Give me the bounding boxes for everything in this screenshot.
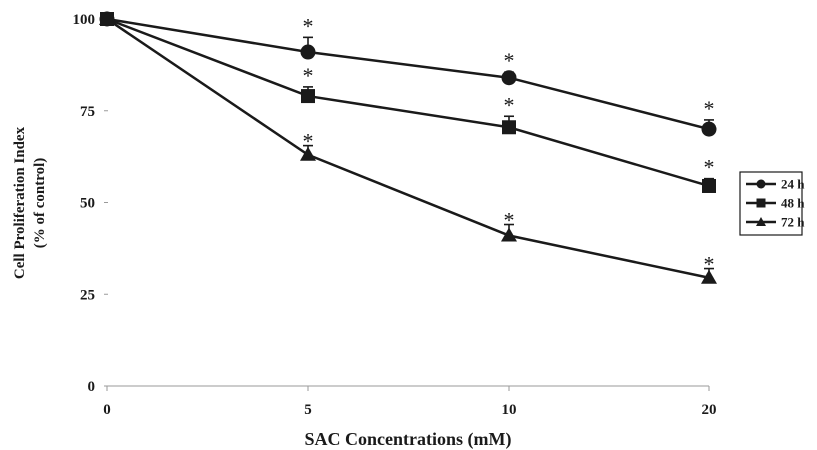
significance-star: * (704, 252, 715, 277)
significance-star: * (303, 13, 314, 38)
significance-star: * (704, 155, 715, 180)
y-axis-title: Cell Proliferation Index (12, 126, 28, 279)
legend-label: 72 h (781, 215, 805, 230)
series-layer: * * * * * * * * * (99, 11, 717, 284)
data-point (300, 44, 316, 60)
legend-item: 72 h (746, 215, 805, 230)
y-tick-label: 0 (88, 379, 96, 395)
x-tick-label: 0 (103, 402, 111, 418)
series-48h: * * * (100, 12, 716, 193)
legend-marker (756, 198, 766, 208)
y-tick-label: 25 (80, 287, 95, 303)
y-tick-label: 75 (80, 104, 95, 120)
legend: 24 h 48 h 72 h (739, 171, 805, 236)
legend-marker (756, 179, 766, 189)
significance-star: * (504, 208, 515, 233)
legend-item: 48 h (746, 196, 805, 211)
x-axis-title: SAC Concentrations (mM) (305, 429, 512, 450)
series-72h: * * * (99, 11, 717, 284)
legend-item: 24 h (746, 177, 805, 192)
x-tick-label: 5 (304, 402, 312, 418)
significance-star: * (303, 129, 314, 154)
series-24h: * * * (99, 11, 717, 137)
data-point (99, 11, 115, 25)
data-point (501, 227, 517, 242)
y-tick-label: 50 (80, 196, 95, 212)
data-point (502, 120, 516, 135)
significance-star: * (303, 63, 314, 88)
significance-star: * (504, 92, 515, 117)
y-axis-subtitle: (% of control) (32, 158, 48, 249)
data-point (301, 89, 315, 104)
data-point (501, 70, 517, 86)
series-line (106, 17, 710, 188)
data-point (702, 178, 716, 193)
data-point (300, 146, 316, 161)
y-axis-title-group: Cell Proliferation Index (% of control) (12, 126, 48, 279)
data-point (701, 121, 717, 137)
series-line (106, 17, 710, 279)
x-tick-label: 20 (702, 402, 717, 418)
y-tick-label: 100 (73, 12, 96, 28)
legend-label: 24 h (781, 177, 805, 192)
legend-label: 48 h (781, 196, 805, 211)
x-tick-label: 10 (502, 402, 517, 418)
axes: 0 5 10 20 0 25 50 75 100 (73, 12, 717, 418)
significance-star: * (704, 96, 715, 121)
series-line (106, 17, 710, 131)
legend-marker (756, 217, 766, 226)
significance-star: * (504, 48, 515, 73)
data-point (701, 269, 717, 284)
